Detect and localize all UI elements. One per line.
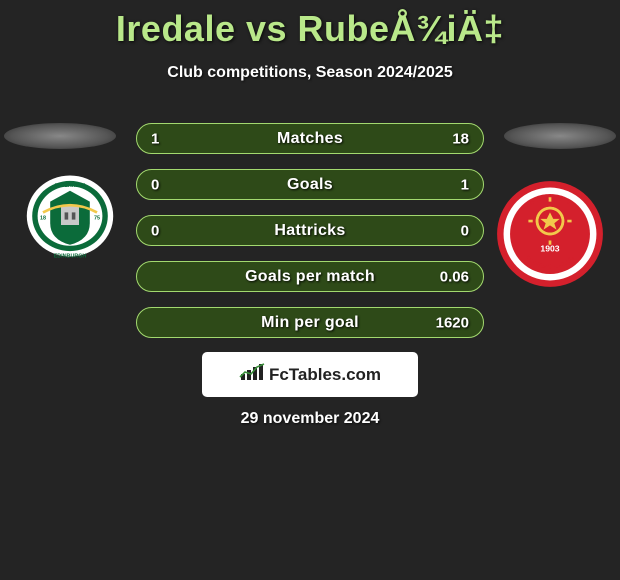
stat-right-value: 0.06: [440, 268, 469, 285]
club-crest-right: A B E R D E E N FOOTBALL CLUB 1903: [496, 180, 604, 288]
svg-text:HIBERNIAN: HIBERNIAN: [55, 183, 85, 189]
stat-right-value: 0: [461, 222, 469, 239]
svg-text:1903: 1903: [540, 243, 559, 253]
stat-left-value: 0: [151, 222, 159, 239]
club-crest-left: HIBERNIAN EDINBURGH 18 75: [20, 171, 120, 261]
stat-row-min-per-goal: Min per goal 1620: [136, 307, 484, 338]
stat-right-value: 18: [452, 130, 469, 147]
stat-right-value: 1: [461, 176, 469, 193]
date-text: 29 november 2024: [0, 410, 620, 428]
brand-text: FcTables.com: [269, 365, 381, 385]
stat-label: Goals per match: [245, 268, 375, 286]
bar-chart-icon: [239, 362, 265, 387]
brand-badge: FcTables.com: [202, 352, 418, 397]
stat-row-hattricks: 0 Hattricks 0: [136, 215, 484, 246]
stat-label: Matches: [277, 130, 343, 148]
shadow-oval-right: [504, 123, 616, 149]
svg-text:75: 75: [94, 216, 100, 222]
stat-label: Min per goal: [261, 314, 359, 332]
svg-text:18: 18: [40, 216, 46, 222]
subtitle: Club competitions, Season 2024/2025: [0, 64, 620, 82]
page-title: Iredale vs RubeÅ¾iÄ‡: [0, 0, 620, 50]
svg-text:EDINBURGH: EDINBURGH: [54, 253, 87, 259]
stats-container: 1 Matches 18 0 Goals 1 0 Hattricks 0 Goa…: [136, 123, 484, 338]
stat-left-value: 1: [151, 130, 159, 147]
stat-right-value: 1620: [436, 314, 469, 331]
stat-row-goals: 0 Goals 1: [136, 169, 484, 200]
stat-label: Hattricks: [274, 222, 345, 240]
stat-left-value: 0: [151, 176, 159, 193]
stat-label: Goals: [287, 176, 333, 194]
stat-row-matches: 1 Matches 18: [136, 123, 484, 154]
stat-row-goals-per-match: Goals per match 0.06: [136, 261, 484, 292]
shadow-oval-left: [4, 123, 116, 149]
